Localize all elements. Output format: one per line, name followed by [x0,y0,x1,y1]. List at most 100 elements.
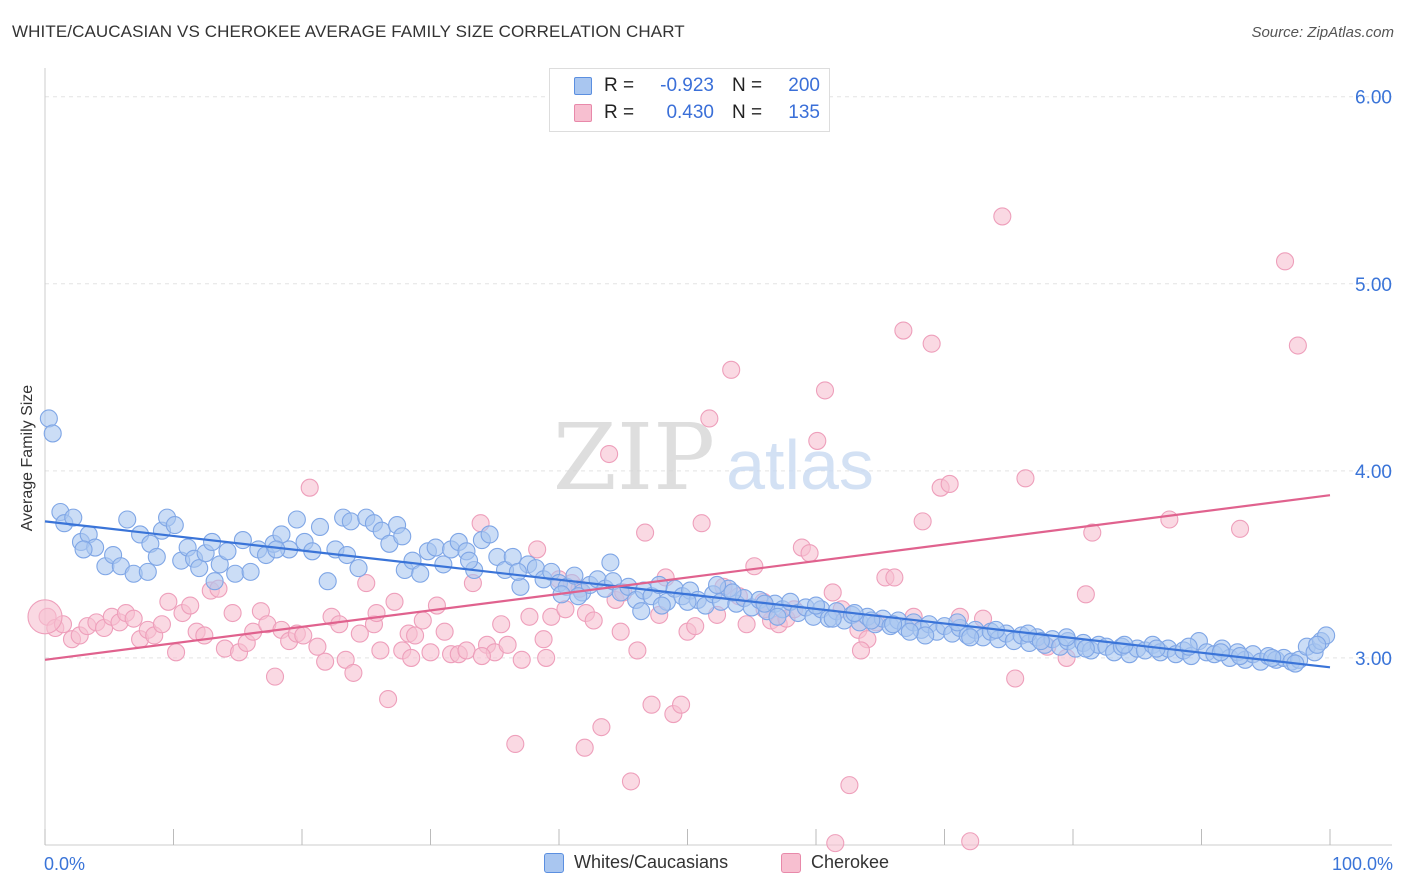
cherokee-point [642,695,661,714]
whites-swatch [574,77,592,95]
whites-point [190,559,209,578]
cherokee-point [27,599,63,635]
whites-point [39,409,58,428]
cherokee-point [350,624,369,643]
cherokee-point [181,596,200,615]
cherokee-point [498,635,517,654]
cherokee-point [265,667,285,686]
whites-point [349,559,368,578]
y-tick-label: 3.00 [1355,649,1392,670]
series-cherokee [38,207,1307,853]
cherokee-point [371,641,390,660]
whites-point [426,538,445,557]
cherokee-point [672,695,691,714]
whites-point [74,540,93,559]
cherokee-point [885,568,904,587]
stats-row-cherokee: R = 0.430 N = 135 [574,100,820,126]
cherokee-point [300,478,319,497]
cherokee-point [1016,469,1035,488]
cherokee-point [800,544,819,563]
bottom-legend: Whites/Caucasians Cherokee [0,852,1406,878]
cherokee-point [692,514,711,533]
watermark-atlas: atlas [726,426,874,504]
whites-point [632,602,651,621]
cherokee-point [621,772,641,791]
cherokee-point [159,592,178,611]
cherokee-point [167,643,186,662]
y-tick-label: 5.00 [1355,275,1392,296]
whites-point [1308,635,1327,654]
cherokee-point [628,641,647,660]
cherokee-point [1288,336,1307,355]
whites-point [900,622,919,641]
cherokee-point [294,626,313,645]
watermark-zip: ZIP [553,404,715,511]
cherokee-point [815,381,835,400]
cherokee-point [1231,519,1250,538]
whites-point [267,540,286,559]
n-value: 135 [788,102,820,123]
whites-point [226,564,245,583]
cherokee-point [722,360,741,379]
whites-point [459,551,479,570]
cherokee-swatch [574,104,592,122]
whites-legend-swatch [544,852,564,873]
whites-point [64,508,83,527]
cherokee-point [534,630,553,649]
cherokee-point [308,637,327,656]
whites-point [1211,643,1230,662]
cherokee-point [379,690,398,709]
cherokee-point [993,207,1012,226]
whites-point [723,583,742,602]
cherokee-point [385,592,404,611]
whites-point [1031,632,1050,651]
cherokee-point [316,652,335,671]
chart-title: WHITE/CAUCASIAN VS CHEROKEE AVERAGE FAMI… [12,22,685,41]
whites-point [310,517,330,537]
whites-trend-line [44,520,1331,669]
whites-point [241,562,260,581]
trend-layer [44,494,1331,669]
cherokee-point [808,431,827,450]
whites-point [823,609,842,628]
whites-point [652,596,671,615]
cherokee-point [472,647,491,666]
r-label: R = [604,102,635,123]
cherokee-point [1275,252,1295,271]
tick-labels: 3.00 4.00 5.00 6.00 0.0% 100.0% [44,88,1393,874]
whites-point [961,628,980,647]
cherokee-point [686,617,705,636]
cherokee-point [427,596,446,615]
cherokee-point [1083,523,1102,542]
cherokee-point [520,607,539,626]
whites-point [287,510,306,529]
cherokee-point [330,615,349,634]
r-label: R = [604,75,635,96]
cherokee-point [600,444,619,464]
whites-point [118,510,137,529]
legend-item-whites[interactable]: Whites/Caucasians [544,852,728,873]
whites-point [138,562,157,581]
whites-point [601,553,620,572]
cherokee-point [611,622,630,641]
whites-point [272,525,291,544]
whites-point [233,531,252,550]
whites-point [147,547,166,566]
whites-point [165,516,184,535]
y-tick-label: 6.00 [1355,88,1392,109]
n-value: 200 [788,75,820,96]
cherokee-point [457,641,476,660]
legend-item-cherokee[interactable]: Cherokee [781,852,889,873]
cherokee-point [512,650,531,669]
cherokee-point [344,663,363,682]
whites-point [434,555,453,574]
whites-point [511,577,530,596]
whites-point [480,525,499,544]
cherokee-point [223,603,242,623]
whites-point [1263,648,1282,667]
cherokee-point [823,583,842,602]
cherokee-point [413,611,432,630]
grid-layer [45,96,1392,659]
cherokee-point [584,611,603,630]
whites-point [503,547,522,566]
